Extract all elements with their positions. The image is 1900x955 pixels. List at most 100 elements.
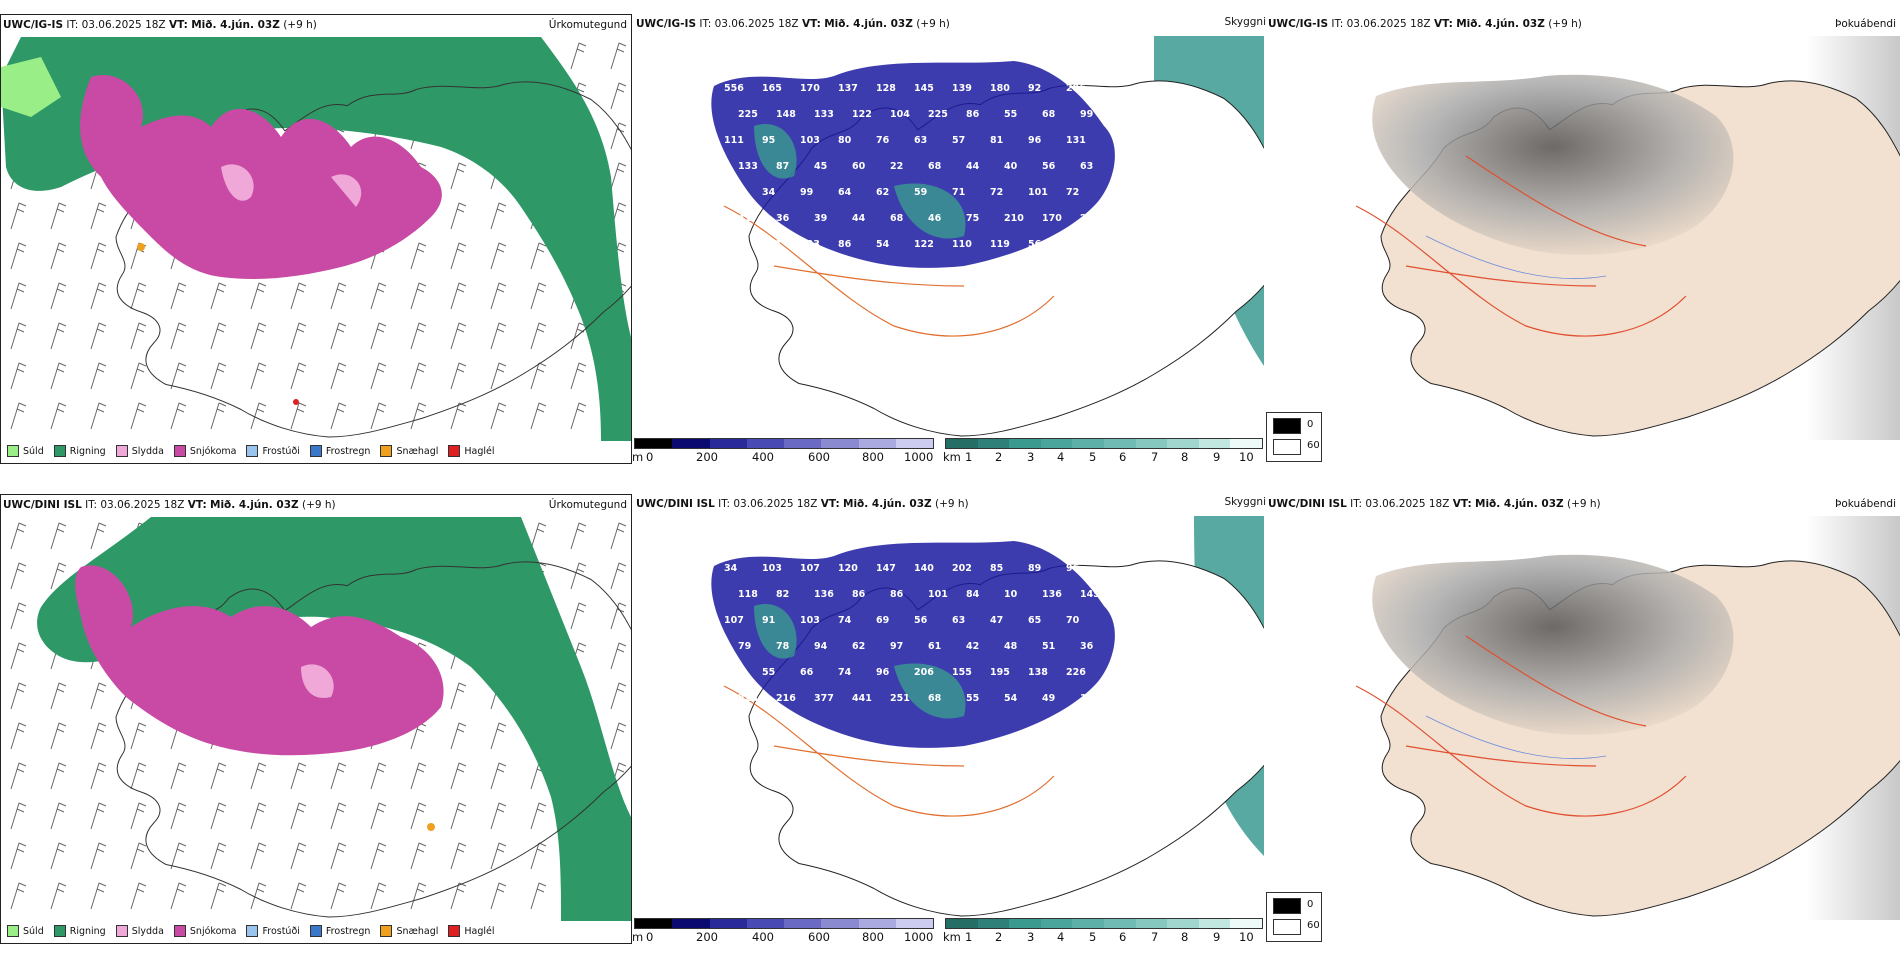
visibility-colorbar <box>945 438 1263 449</box>
it-label: IT: <box>66 19 79 31</box>
scale-tick: 800 <box>862 930 884 944</box>
scale-tick: 7 <box>1151 930 1159 944</box>
scale-tick: 200 <box>696 450 718 464</box>
cloud-teal-patches <box>754 124 966 239</box>
scale-tick: 0 <box>646 930 654 944</box>
legend-item-snow: Snjókoma <box>173 925 236 937</box>
cloud-base-label: 225 <box>738 109 758 120</box>
cloud-base-label: 147 <box>876 563 896 574</box>
cloud-base-label: 54 <box>1004 693 1018 704</box>
cloud-base-label: 39 <box>814 213 827 224</box>
legend-value: 60 <box>1307 440 1320 451</box>
cloud-base-label: 74 <box>838 615 852 626</box>
cloud-base-label: 226 <box>1080 213 1100 224</box>
cloud-base-label: 201 <box>762 239 782 250</box>
cloud-base-label: 48 <box>1004 641 1018 652</box>
scale-tick: 400 <box>752 450 774 464</box>
low-cloud-area <box>711 61 1115 268</box>
cloud-base-label: 206 <box>914 667 934 678</box>
cloud-base-label: 70 <box>1066 615 1080 626</box>
cloud-base-label: 85 <box>990 563 1003 574</box>
legend-value: 0 <box>1307 419 1314 430</box>
cloud-base-label: 63 <box>914 135 927 146</box>
cloud-base-label: 36 <box>776 213 790 224</box>
cloud-base-label: 251 <box>890 693 910 704</box>
cloud-base-label: 110 <box>952 239 972 250</box>
legend-item-sleet: Slydda <box>115 445 164 457</box>
visibility-map: 34 103 107 120 147 140 202 85 89 96 118 82 136 86 86 10… <box>634 516 1264 920</box>
model-row-bottom: UWC/DINI ISL IT: 03.06.2025 18Z VT: Mið.… <box>0 480 1900 955</box>
panel-header: UWC/DINI ISL IT: 03.06.2025 18Z VT: Mið.… <box>3 499 336 511</box>
vt-label: VT: <box>1452 498 1472 510</box>
model-name: UWC/DINI ISL <box>636 498 715 510</box>
road-network <box>723 205 1055 337</box>
scale-unit-km: km <box>943 930 961 944</box>
cloud-base-label: 377 <box>814 693 834 704</box>
it-value: 03.06.2025 18Z <box>733 498 818 510</box>
cloud-base-label: 49 <box>1042 693 1055 704</box>
cloud-base-label: 96 <box>1028 135 1042 146</box>
cloud-base-label: 202 <box>952 563 972 574</box>
cloud-base-label: 92 <box>1028 83 1041 94</box>
cloud-base-label: 97 <box>890 641 903 652</box>
scale-tick: 2 <box>995 930 1003 944</box>
legend-swatch-dark <box>1273 418 1301 434</box>
scale-tick: 8 <box>1181 930 1189 944</box>
cloud-base-label: 63 <box>1080 161 1093 172</box>
cloud-base-label: 101 <box>928 589 948 600</box>
cloud-base-label: 71 <box>952 187 965 198</box>
cloud-base-label: 103 <box>762 563 782 574</box>
legend-item-hail: Haglél <box>448 445 495 457</box>
vt-value: Mið. 4.jún. 03Z <box>191 19 280 31</box>
cloud-base-label: 45 <box>814 161 827 172</box>
cloud-base-label: 165 <box>762 83 782 94</box>
vt-label: VT: <box>820 498 840 510</box>
cloud-base-label: 44 <box>724 187 738 198</box>
road-network <box>723 685 1055 817</box>
panel-header: UWC/IG-IS IT: 03.06.2025 18Z VT: Mið. 4.… <box>3 19 317 31</box>
elevation-colorbar <box>634 438 934 449</box>
cloud-base-label: 79 <box>738 641 751 652</box>
scale-tick: 10 <box>1239 930 1254 944</box>
cloud-base-label: 94 <box>814 641 828 652</box>
scale-tick: 1 <box>965 450 973 464</box>
cloud-base-label: 86 <box>852 589 866 600</box>
cloud-base-label: 122 <box>914 239 934 250</box>
cloud-base-label: 226 <box>1066 667 1086 678</box>
visibility-panel: UWC/IG-IS IT: 03.06.2025 18Z VT: Mið. 4.… <box>634 14 1266 464</box>
cloud-base-label: 99 <box>800 187 813 198</box>
cloud-base-label: 118 <box>738 589 758 600</box>
legend-item-hail: Haglél <box>448 925 495 937</box>
legend-swatch-light <box>1273 439 1301 455</box>
cloud-base-label: 223 <box>738 693 758 704</box>
road-network <box>1355 635 1687 817</box>
vt-value: Mið. 4.jún. 03Z <box>210 499 299 511</box>
cloud-base-label: 34 <box>724 563 738 574</box>
it-label: IT: <box>1331 18 1344 30</box>
lead-time: (+9 h) <box>301 499 336 511</box>
cloud-base-label: 170 <box>800 83 820 94</box>
lead-time: (+9 h) <box>1566 498 1601 510</box>
cloud-base-label: 75 <box>966 213 979 224</box>
legend-item-freezing-rain: Frostregn <box>309 925 370 937</box>
cloud-base-label: 56 <box>914 615 928 626</box>
cloud-base-label: 59 <box>914 187 927 198</box>
visibility-map: 556 165 170 137 128 145 139 180 92 296 225 148 133 12… <box>634 36 1264 440</box>
river-network <box>1425 235 1607 279</box>
cloud-base-label: 138 <box>1028 667 1048 678</box>
cloud-base-label: 46 <box>928 213 942 224</box>
panel-title-precip: Úrkomutegund <box>548 499 627 511</box>
cloud-base-label: 81 <box>990 135 1003 146</box>
panel-title-fog: Þokuábendi <box>1835 498 1896 510</box>
cloud-base-label: 47 <box>990 615 1003 626</box>
cloud-base-label: 36 <box>1080 641 1094 652</box>
cloud-base-label: 62 <box>876 187 889 198</box>
legend-item-snow-grains: Snæhagl <box>380 445 438 457</box>
it-value: 03.06.2025 18Z <box>1365 498 1450 510</box>
scale-tick: 600 <box>808 930 830 944</box>
cloud-base-label: 68 <box>1042 109 1056 120</box>
scale-tick: 2 <box>995 450 1003 464</box>
scale-tick: 800 <box>862 450 884 464</box>
legend-swatch-light <box>1273 919 1301 935</box>
precip-map <box>1 37 631 441</box>
